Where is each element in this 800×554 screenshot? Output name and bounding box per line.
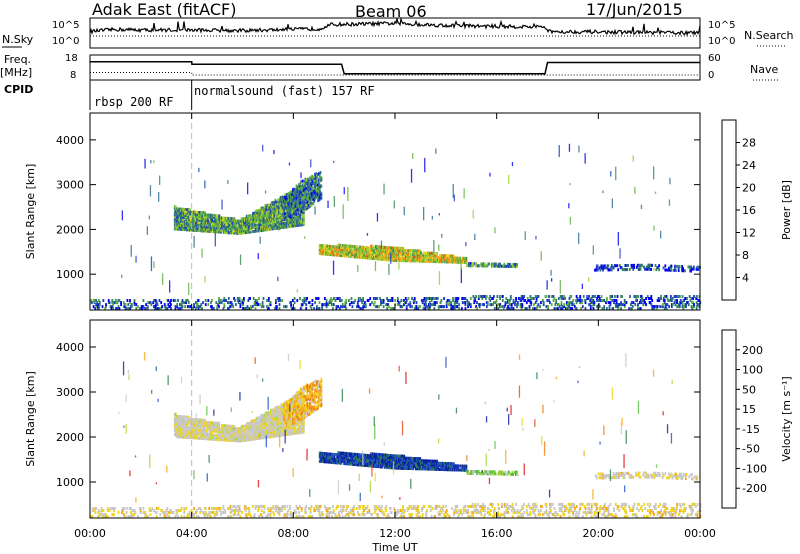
velocity-colorbar-tick-label-6: -100 [742, 462, 767, 475]
power-colorbar-frame [721, 119, 737, 301]
xlabel: Time UT [371, 541, 417, 554]
nsearch-tick-low: 10^0 [708, 36, 736, 47]
xtick-label-5: 20:00 [582, 527, 614, 540]
velocity-colorbar-tick-label-1: 100 [742, 364, 763, 377]
velocity-panel-ytick-label-2: 2000 [56, 431, 84, 444]
date-title: 17/Jun/2015 [586, 0, 683, 19]
velocity-colorbar-frame [721, 329, 737, 509]
nave-trace [90, 72, 700, 76]
power-colorbar-tick-label-6: 4 [742, 272, 749, 285]
xtick-label-1: 04:00 [176, 527, 208, 540]
freq-tick-low: 8 [70, 70, 77, 81]
power-colorbar-tick-label-2: 20 [742, 182, 756, 195]
velocity-colorbar-tick-label-4: -15 [742, 423, 760, 436]
power-panel-ytick-label-2: 2000 [56, 223, 84, 236]
xtick-label-3: 12:00 [379, 527, 411, 540]
velocity-colorbar-tick-label-2: 50 [742, 383, 756, 396]
station-title: Adak East (fitACF) [92, 0, 237, 19]
xtick-label-0: 00:00 [74, 527, 106, 540]
velocity-panel-data [90, 352, 702, 519]
power-panel-ytick-label-0: 4000 [56, 134, 84, 147]
power-colorbar-tick-label-3: 16 [742, 204, 756, 217]
cpid-label: CPID [4, 83, 34, 96]
xtick-label-2: 08:00 [277, 527, 309, 540]
freq-unit: [MHz] [0, 66, 33, 79]
nave-tick-low: 0 [708, 70, 715, 81]
freq-tick-high: 18 [65, 53, 78, 64]
power-colorbar-tick-label-5: 8 [742, 249, 749, 262]
power-panel-ylabel: Slant Range [km] [24, 164, 37, 260]
xtick-label-6: 00:00 [684, 527, 716, 540]
power-colorbar-tick-label-1: 24 [742, 159, 756, 172]
nave-tick-high: 60 [708, 53, 721, 64]
velocity-colorbar-tick-label-3: 15 [742, 403, 756, 416]
velocity-panel-ylabel: Slant Range [km] [24, 371, 37, 467]
velocity-panel-ytick-label-3: 1000 [56, 476, 84, 489]
cpid-segment-1: rbsp 200 RF [94, 95, 174, 109]
nsky-tick-low: 10^0 [52, 36, 80, 47]
freq-label: Freq. [4, 53, 32, 66]
nsky-label: N.Sky [2, 33, 34, 46]
power-colorbar-tick-label-4: 12 [742, 227, 756, 240]
freq-panel-frame [89, 54, 701, 81]
nsearch-label: N.Search [744, 29, 794, 42]
velocity-colorbar-tick-label-7: -200 [742, 482, 767, 495]
power-panel-ytick-label-3: 1000 [56, 268, 84, 281]
beam-title: Beam 06 [355, 2, 427, 21]
nsearch-tick-high: 10^5 [708, 20, 736, 31]
velocity-colorbar-tick-label-0: 200 [742, 344, 763, 357]
nsky-trace [89, 16, 701, 37]
power-panel-data [90, 143, 702, 311]
xtick-label-4: 16:00 [481, 527, 513, 540]
power-colorbar-label: Power [dB] [780, 180, 793, 240]
power-panel-ytick-label-1: 3000 [56, 179, 84, 192]
nsky-tick-high: 10^5 [52, 20, 80, 31]
freq-trace [90, 61, 700, 75]
nave-label: Nave [750, 63, 779, 76]
cpid-segment-2: normalsound (fast) 157 RF [194, 84, 375, 98]
power-colorbar-tick-label-0: 28 [742, 137, 756, 150]
velocity-panel-ytick-label-0: 4000 [56, 341, 84, 354]
velocity-colorbar-tick-label-5: -50 [742, 443, 760, 456]
velocity-colorbar-label: Velocity [m s⁻¹] [780, 376, 793, 461]
velocity-panel-ytick-label-1: 3000 [56, 386, 84, 399]
